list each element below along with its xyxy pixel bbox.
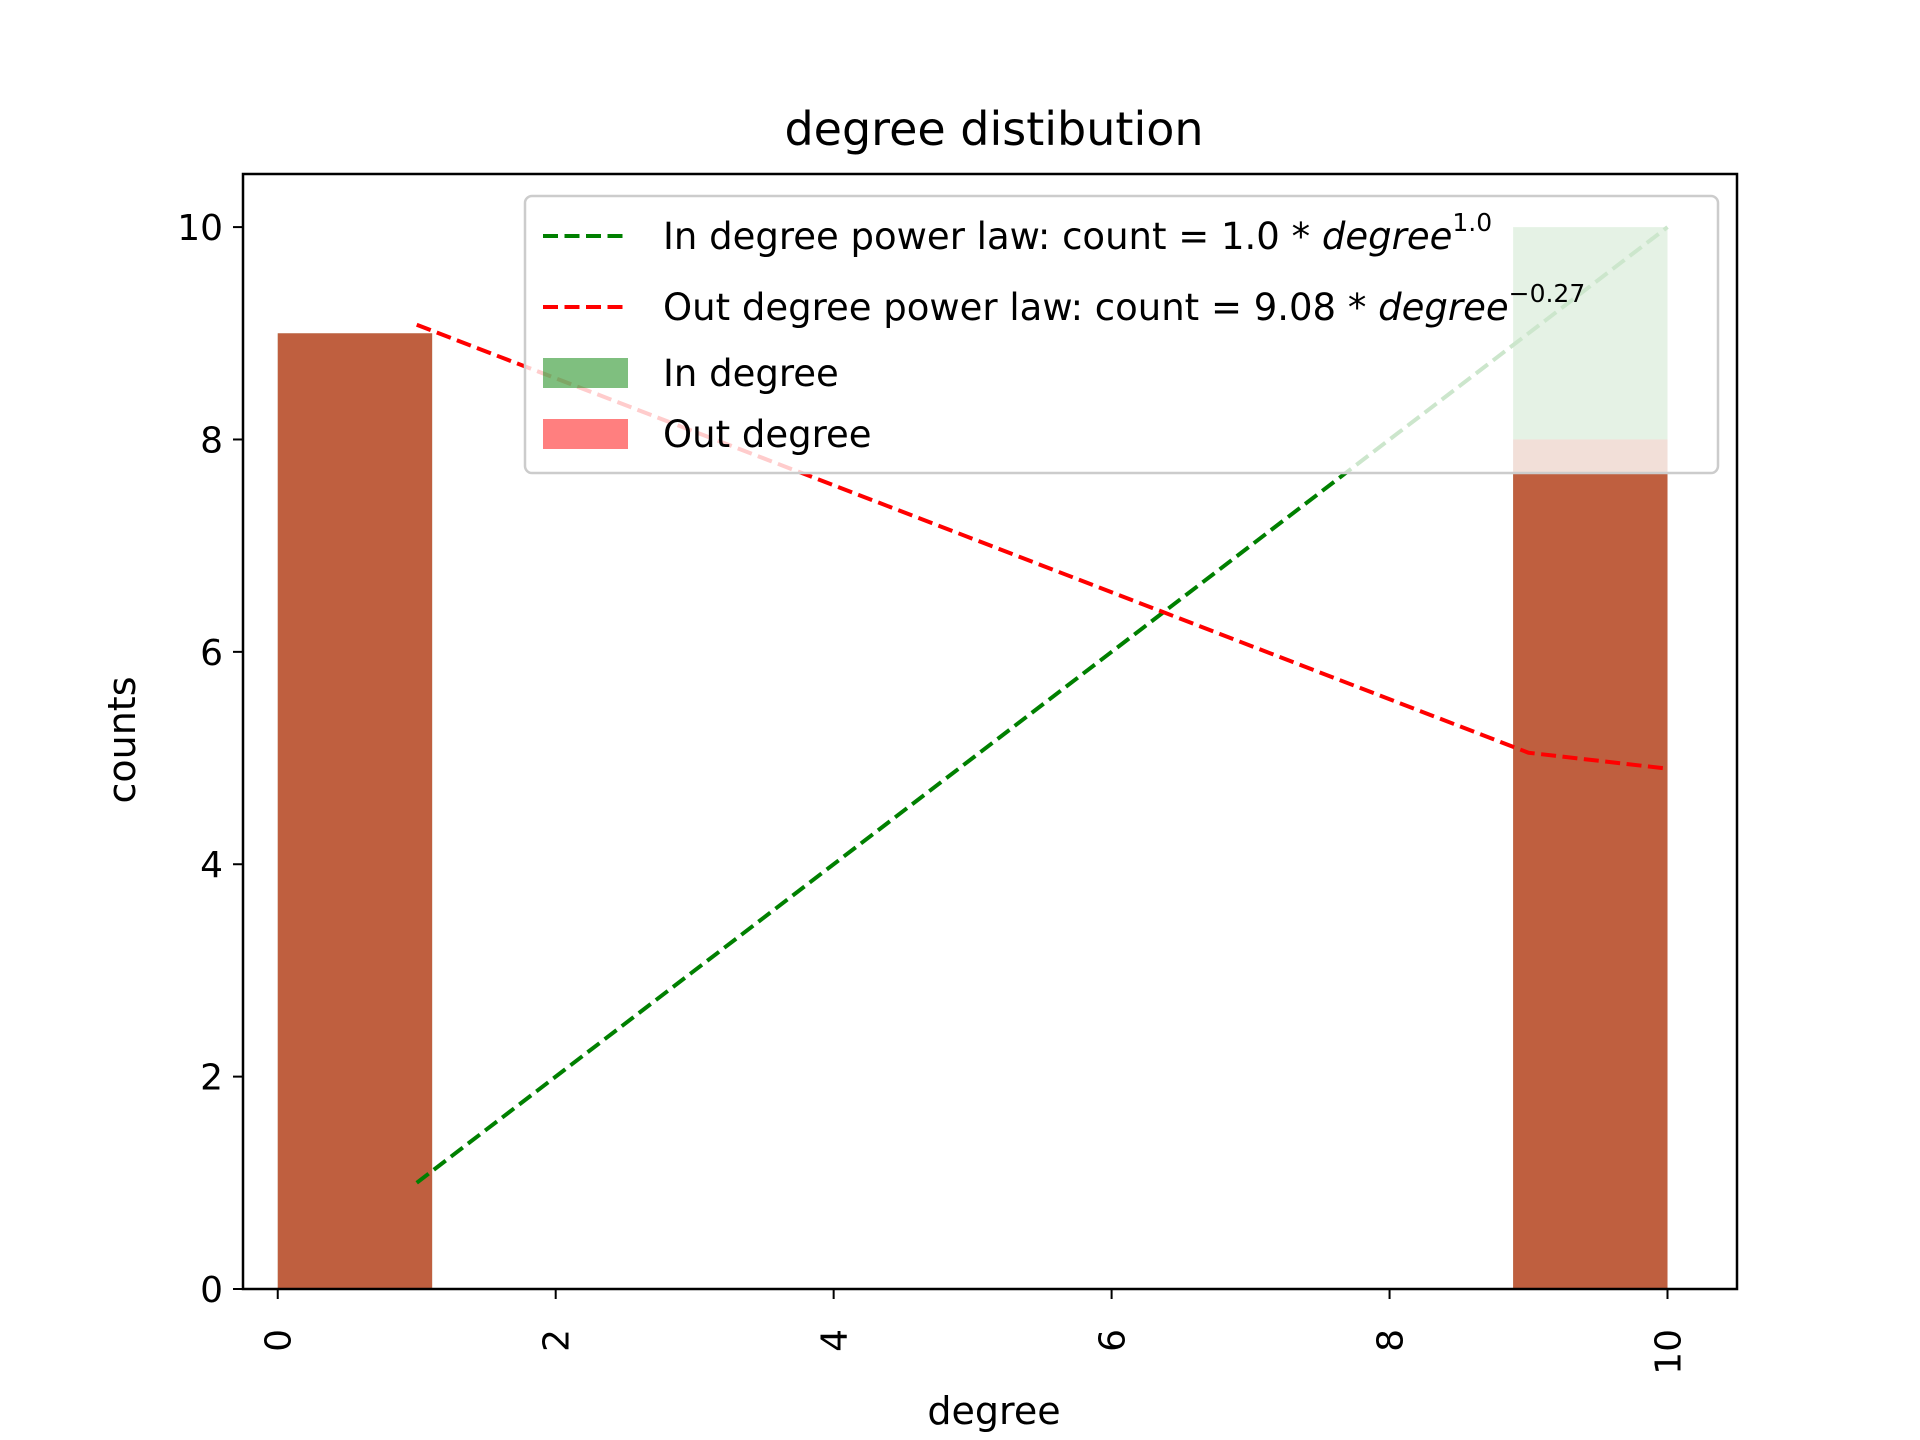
out-degree-legend-swatch xyxy=(543,419,628,449)
x-tick-label-4: 4 xyxy=(815,1329,856,1352)
y-axis-label: counts xyxy=(100,676,144,803)
y-tick-label-10: 10 xyxy=(177,208,223,249)
out-degree-legend-label: Out degree xyxy=(663,413,872,456)
in-degree-power-law-legend-label: In degree power law: count = 1.0 * degre… xyxy=(663,208,1492,258)
bar-out-degree-0 xyxy=(277,333,433,1289)
x-tick-label-10: 10 xyxy=(1649,1329,1690,1375)
x-tick-label-6: 6 xyxy=(1093,1329,1134,1352)
x-axis-label: degree xyxy=(927,1389,1060,1433)
in-degree-legend-label: In degree xyxy=(663,352,839,395)
axes-layer: 0 2 4 6 8 10 0 2 4 6 8 10 xyxy=(177,172,1739,1375)
x-tick-label-8: 8 xyxy=(1371,1329,1412,1352)
chart-title: degree distibution xyxy=(784,102,1203,156)
plot-frame xyxy=(241,172,1739,1291)
bar-out-degree-1 xyxy=(1513,439,1668,1289)
y-tick-label-8: 8 xyxy=(200,420,223,461)
x-tick-label-2: 2 xyxy=(537,1329,578,1352)
in-degree-legend-swatch xyxy=(543,358,628,388)
y-tick-label-0: 0 xyxy=(200,1270,223,1311)
y-tick-label-6: 6 xyxy=(200,633,223,674)
y-tick-label-4: 4 xyxy=(200,845,223,886)
x-tick-label-0: 0 xyxy=(259,1329,300,1352)
y-tick-label-2: 2 xyxy=(200,1058,223,1099)
out-degree-power-law-legend-label: Out degree power law: count = 9.08 * deg… xyxy=(663,279,1585,329)
legend-box xyxy=(523,194,1720,475)
legend: In degree power law: count = 1.0 * degre… xyxy=(523,194,1720,475)
